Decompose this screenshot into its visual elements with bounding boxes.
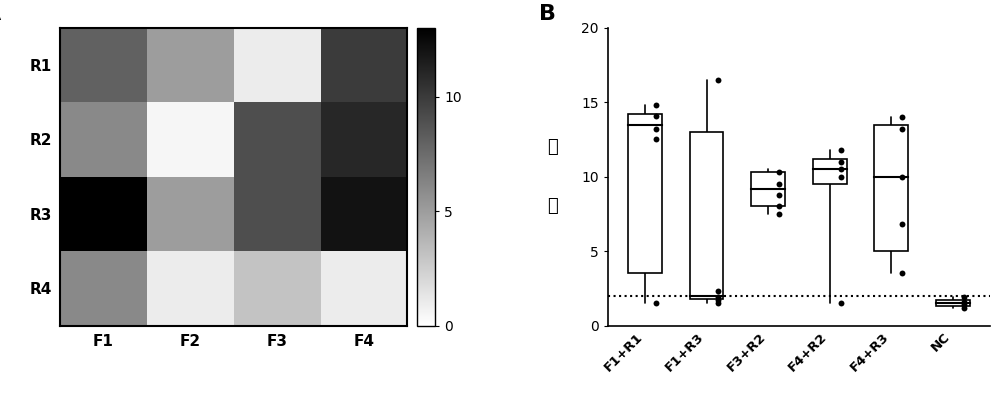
Text: B: B [539,4,556,24]
Point [894,126,910,132]
Point [710,300,726,306]
Point [956,300,972,306]
FancyBboxPatch shape [813,159,847,184]
Point [771,203,787,210]
Point [894,270,910,277]
Point [710,288,726,295]
Point [956,294,972,301]
Point [648,126,664,132]
FancyBboxPatch shape [936,300,970,306]
Point [894,114,910,120]
Point [648,112,664,119]
Point [771,181,787,187]
Point [648,300,664,306]
Point [833,300,849,306]
Point [833,158,849,165]
FancyBboxPatch shape [874,125,908,251]
FancyBboxPatch shape [628,114,662,274]
Text: 数: 数 [548,197,558,216]
Point [710,294,726,301]
Point [894,221,910,227]
Point [956,302,972,308]
Point [648,136,664,143]
FancyBboxPatch shape [690,132,723,299]
Point [771,169,787,175]
Point [833,166,849,172]
Point [771,211,787,217]
Text: 倍: 倍 [548,138,558,156]
Point [956,299,972,305]
Point [710,77,726,83]
Point [833,146,849,153]
Point [894,173,910,180]
Point [648,102,664,108]
Point [956,304,972,311]
Point [771,191,787,198]
FancyBboxPatch shape [751,172,785,206]
Point [833,173,849,180]
Point [710,297,726,303]
